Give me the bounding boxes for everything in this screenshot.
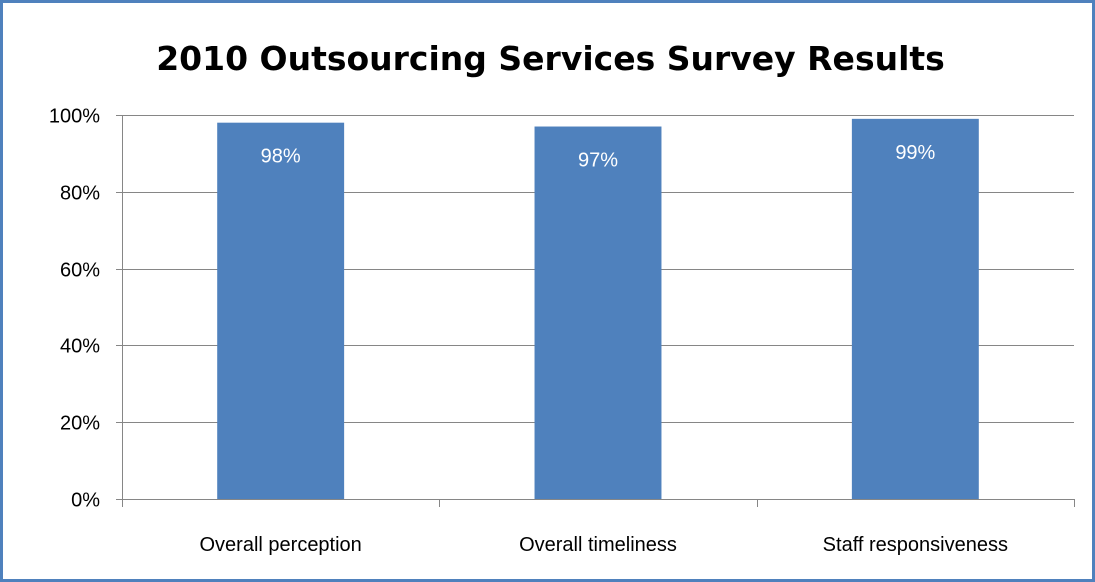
y-tick-label: 0% bbox=[71, 490, 100, 512]
chart-title: 2010 Outsourcing Services Survey Results bbox=[156, 39, 945, 78]
bars bbox=[217, 118, 979, 500]
data-labels: 98% 97% 99% bbox=[261, 142, 936, 172]
bar-overall-perception bbox=[217, 122, 345, 500]
data-label: 98% bbox=[261, 146, 301, 168]
y-tick-label: 100% bbox=[49, 106, 100, 128]
y-tick-label: 40% bbox=[60, 336, 100, 358]
x-tick-label: Staff responsiveness bbox=[823, 534, 1008, 556]
bar-staff-responsiveness bbox=[851, 118, 979, 499]
x-axis: Overall perception Overall timeliness Staf… bbox=[122, 499, 1075, 556]
y-axis: 0% 20% 40% 60% 80% 100% bbox=[49, 106, 123, 512]
y-tick-label: 60% bbox=[60, 260, 100, 282]
bar-overall-timeliness bbox=[534, 126, 662, 500]
x-tick-label: Overall timeliness bbox=[519, 534, 677, 556]
data-label: 99% bbox=[895, 142, 935, 164]
y-tick-label: 80% bbox=[60, 183, 100, 205]
y-tick-label: 20% bbox=[60, 413, 100, 435]
data-label: 97% bbox=[578, 150, 618, 172]
x-tick-label: Overall perception bbox=[200, 534, 362, 556]
